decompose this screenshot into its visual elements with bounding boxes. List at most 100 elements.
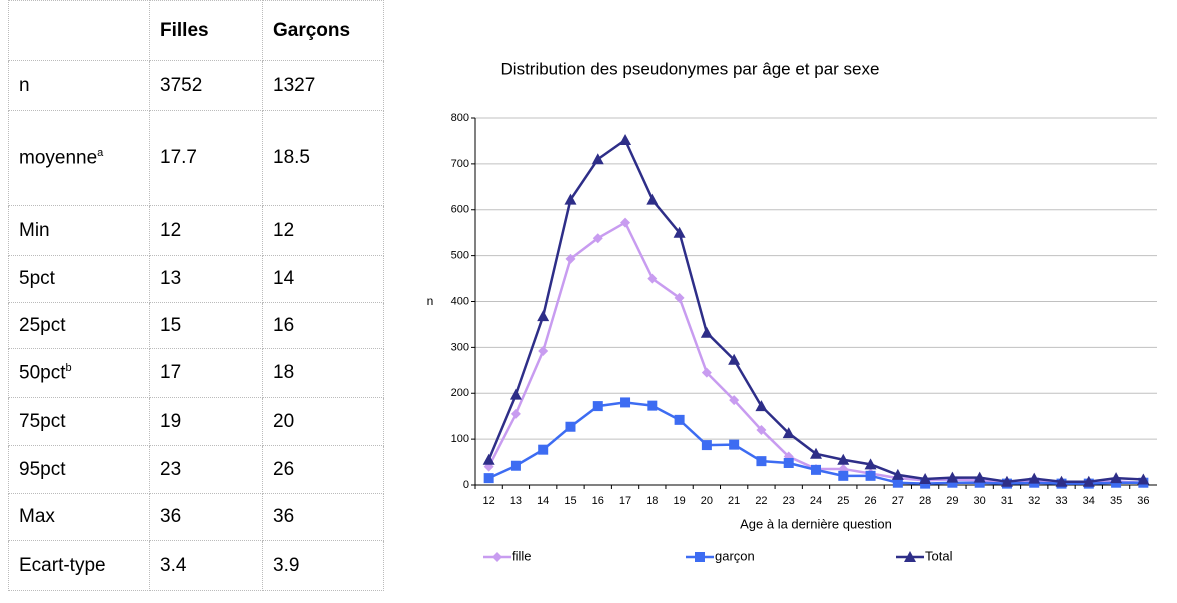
y-tick-label: 0 xyxy=(463,479,469,491)
data-point xyxy=(674,292,685,303)
data-point xyxy=(782,427,795,439)
data-point xyxy=(837,453,850,465)
data-point xyxy=(620,217,631,228)
table-row: Ecart-type 3.4 3.9 xyxy=(8,540,384,591)
x-tick-label: 20 xyxy=(701,495,713,507)
legend-marker xyxy=(492,552,502,562)
data-point xyxy=(1028,472,1041,484)
data-point xyxy=(756,456,767,467)
data-point xyxy=(565,421,576,432)
table-row: n 3752 1327 xyxy=(8,60,384,111)
data-point xyxy=(947,477,958,488)
data-point xyxy=(810,447,822,459)
row-label-text: 5pct xyxy=(19,268,55,289)
cell: 14 xyxy=(262,255,384,303)
data-point xyxy=(620,397,631,408)
data-point xyxy=(1055,475,1068,487)
x-tick-label: 19 xyxy=(673,495,685,507)
data-point xyxy=(647,273,658,284)
data-point xyxy=(891,468,904,480)
x-tick-label: 22 xyxy=(755,495,767,507)
x-tick-label: 26 xyxy=(864,495,876,507)
table-row: 5pct 13 14 xyxy=(8,255,384,303)
x-axis-title: Age à la dernière question xyxy=(740,516,892,531)
cell: 16 xyxy=(262,302,384,349)
data-point xyxy=(673,226,686,238)
row-label: 95pct xyxy=(8,445,150,494)
data-point xyxy=(919,473,932,485)
row-label: Max xyxy=(8,493,150,541)
x-tick-label: 16 xyxy=(592,495,604,507)
x-tick-label: 12 xyxy=(483,495,495,507)
table-row: moyennea 17.7 18.5 xyxy=(8,110,384,206)
data-point xyxy=(591,153,604,165)
cell: 20 xyxy=(262,397,384,446)
data-point xyxy=(1000,475,1013,487)
row-label: 25pct xyxy=(8,302,150,349)
cell: 12 xyxy=(262,205,384,256)
cell: 18 xyxy=(262,348,384,398)
cell: 18.5 xyxy=(262,110,384,206)
table-row: 25pct 15 16 xyxy=(8,302,384,349)
data-point xyxy=(838,470,849,481)
data-point xyxy=(592,401,603,412)
chart: Distribution des pseudonymes par âge et … xyxy=(427,59,1157,563)
row-label-text: 95pct xyxy=(19,458,66,480)
series-line xyxy=(487,138,1144,484)
x-tick-label: 15 xyxy=(564,495,576,507)
data-point xyxy=(482,453,495,465)
x-tick-label: 14 xyxy=(537,495,549,507)
legend-label: garçon xyxy=(715,548,755,563)
y-tick-label: 500 xyxy=(451,250,469,262)
corner xyxy=(8,0,150,61)
data-point xyxy=(564,193,577,205)
x-tick-label: 25 xyxy=(837,495,849,507)
cell: 3.4 xyxy=(149,540,263,591)
data-point xyxy=(565,253,576,264)
row-label-text: 25pct xyxy=(19,314,66,336)
y-tick-label: 800 xyxy=(451,112,469,124)
cell: 17.7 xyxy=(149,110,263,206)
data-point xyxy=(811,464,821,475)
x-tick-label: 34 xyxy=(1083,495,1095,507)
footnote-mark: b xyxy=(65,361,72,374)
row-label: 5pct xyxy=(8,255,150,303)
cell: 15 xyxy=(149,302,263,349)
column-header: Garçons xyxy=(262,0,384,61)
data-point xyxy=(619,134,632,146)
data-point xyxy=(892,477,903,488)
x-tick-label: 29 xyxy=(946,495,958,507)
data-point xyxy=(592,233,603,244)
data-point xyxy=(510,460,521,471)
data-point xyxy=(783,457,794,468)
table-row: Min 12 12 xyxy=(8,205,384,256)
stats-table: Filles Garçons n 3752 1327 moyennea 17.7 18.5 Mi… xyxy=(8,0,384,591)
data-point xyxy=(700,326,713,338)
data-point xyxy=(974,477,985,488)
row-label-text: moyenne xyxy=(19,147,98,169)
data-point xyxy=(729,439,740,450)
column-header: Filles xyxy=(149,0,263,61)
x-tick-label: 31 xyxy=(1001,495,1013,507)
x-tick-label: 28 xyxy=(919,495,931,507)
data-point xyxy=(865,470,876,481)
table-row: 95pct 23 26 xyxy=(8,445,384,494)
data-point xyxy=(646,193,659,205)
data-point xyxy=(728,353,741,365)
legend-marker xyxy=(904,551,916,562)
footnote-mark: a xyxy=(97,146,104,159)
table-row: Max 36 36 xyxy=(8,493,384,541)
data-point xyxy=(756,424,767,435)
data-point xyxy=(973,471,986,483)
x-tick-label: 17 xyxy=(619,495,631,507)
row-label: Ecart-type xyxy=(8,540,150,591)
data-point xyxy=(864,458,877,470)
data-point xyxy=(647,400,658,411)
cell: 26 xyxy=(262,445,384,494)
row-label: moyennea xyxy=(8,110,150,206)
y-axis-title: n xyxy=(427,294,434,308)
data-point xyxy=(510,408,521,419)
data-point xyxy=(538,346,549,357)
data-point xyxy=(538,444,549,455)
